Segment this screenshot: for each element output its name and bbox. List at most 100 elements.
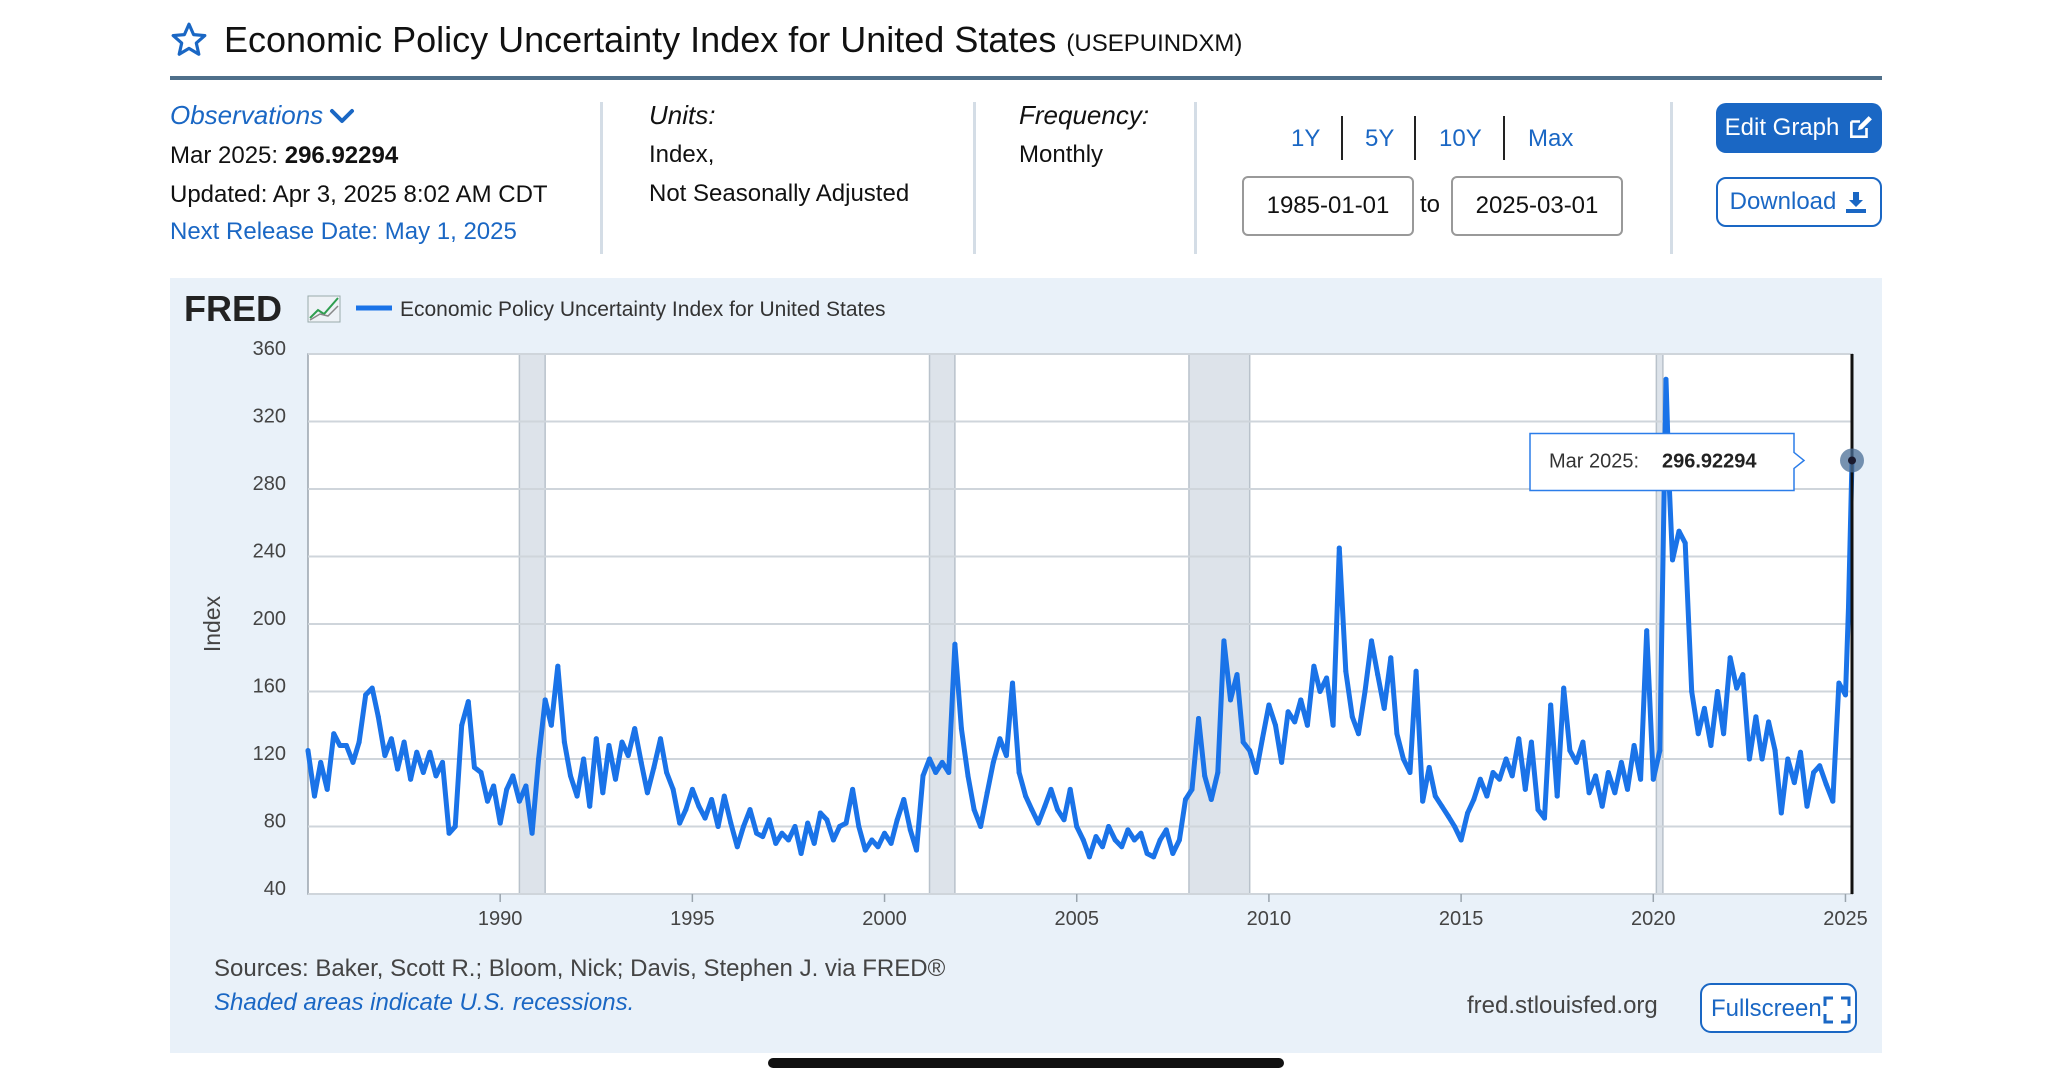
y-tick-label: 240	[253, 541, 286, 563]
tooltip: Mar 2025: 296.92294	[1529, 432, 1806, 492]
range-divider	[1414, 116, 1416, 160]
chart-svg[interactable]: FRED Economic Policy Uncertainty Index f…	[170, 278, 1882, 1053]
x-tick-label: 2015	[1439, 908, 1484, 930]
data-point	[824, 817, 830, 823]
data-point	[1349, 714, 1355, 720]
data-point	[1099, 844, 1105, 850]
range-5y-button[interactable]: 5Y	[1365, 125, 1395, 152]
data-point	[1048, 786, 1054, 792]
y-tick-label: 320	[253, 406, 286, 428]
fullscreen-label[interactable]: Fullscreen	[1711, 995, 1822, 1022]
data-point	[1061, 817, 1067, 823]
data-point	[1657, 748, 1663, 754]
data-point	[1163, 827, 1169, 833]
data-point	[1285, 709, 1291, 715]
data-point	[965, 773, 971, 779]
chevron-down-icon[interactable]	[329, 107, 355, 125]
fullscreen-button-box[interactable]	[1700, 983, 1857, 1033]
data-point	[1023, 793, 1029, 799]
data-point	[1772, 748, 1778, 754]
y-tick-label: 40	[264, 878, 286, 900]
data-point	[869, 837, 875, 843]
data-point	[798, 851, 804, 856]
data-point	[1593, 773, 1599, 779]
data-point	[1535, 807, 1541, 813]
start-date-input[interactable]: 1985-01-01	[1242, 176, 1414, 236]
data-point	[1618, 759, 1624, 765]
observations-dropdown[interactable]: Observations	[170, 100, 355, 131]
data-point	[1753, 714, 1759, 720]
data-point	[548, 722, 554, 728]
data-point	[343, 743, 349, 748]
range-1y-button[interactable]: 1Y	[1291, 125, 1321, 152]
data-point	[984, 790, 990, 796]
data-point	[529, 830, 535, 836]
data-point	[356, 739, 362, 745]
y-tick-label: 280	[253, 473, 286, 495]
fred-logo-graph-icon	[307, 295, 341, 323]
data-point	[1151, 854, 1157, 860]
data-point	[581, 756, 587, 762]
data-point	[1253, 770, 1259, 775]
data-point	[1625, 786, 1631, 792]
download-button[interactable]: Download	[1716, 177, 1882, 227]
edit-graph-button[interactable]: Edit Graph	[1716, 103, 1882, 153]
data-point	[683, 807, 689, 813]
x-tick-label: 1990	[478, 908, 523, 930]
data-point	[1836, 680, 1842, 686]
next-release-link[interactable]: Next Release Date: May 1, 2025	[170, 218, 517, 245]
legend-label: Economic Policy Uncertainty Index for Un…	[400, 298, 886, 321]
data-point	[920, 773, 926, 779]
data-point	[619, 739, 625, 745]
data-point	[1484, 793, 1490, 799]
range-max-button[interactable]: Max	[1528, 125, 1574, 152]
data-point	[375, 714, 381, 720]
star-outline-icon[interactable]	[170, 21, 208, 59]
data-point	[1106, 824, 1112, 829]
data-point	[574, 793, 580, 799]
data-point	[952, 641, 958, 647]
data-point	[785, 837, 791, 843]
data-point	[1567, 748, 1573, 754]
data-point	[1689, 689, 1695, 694]
data-point	[324, 786, 330, 792]
data-point	[1471, 797, 1477, 802]
data-point	[1016, 770, 1022, 775]
fullscreen-button[interactable]: Fullscreen	[1700, 983, 1857, 1033]
data-point	[875, 844, 881, 850]
data-point	[997, 736, 1003, 742]
data-point	[1394, 731, 1400, 737]
data-point	[657, 736, 663, 742]
data-point	[1304, 722, 1310, 728]
data-point	[817, 810, 823, 816]
recession-note-link[interactable]: Shaded areas indicate U.S. recessions.	[214, 989, 634, 1016]
data-point	[1477, 776, 1483, 782]
data-point	[1452, 824, 1458, 829]
data-point	[1554, 793, 1560, 799]
observations-label[interactable]: Observations	[170, 100, 324, 130]
x-tick-label: 2025	[1823, 908, 1868, 930]
data-point	[1343, 668, 1349, 674]
data-point	[1605, 770, 1611, 775]
data-point	[1830, 798, 1836, 804]
data-point	[1259, 736, 1265, 742]
range-10y-button[interactable]: 10Y	[1439, 125, 1482, 152]
data-point	[555, 663, 561, 669]
y-tick-label: 80	[264, 811, 286, 833]
data-point	[677, 820, 683, 826]
data-point	[401, 739, 407, 745]
latest-date: Mar 2025:	[170, 142, 279, 169]
data-point	[1080, 837, 1086, 843]
data-point	[1247, 748, 1253, 754]
data-point	[1746, 756, 1752, 762]
data-point	[907, 827, 913, 833]
data-point	[395, 766, 401, 772]
data-point	[1663, 376, 1669, 382]
data-point	[312, 793, 318, 799]
data-point	[1432, 793, 1438, 799]
y-tick-label: 360	[253, 338, 286, 360]
info-divider	[600, 102, 603, 254]
end-date-input[interactable]: 2025-03-01	[1451, 176, 1623, 236]
data-point	[478, 770, 484, 775]
y-tick-label: 120	[253, 743, 286, 765]
